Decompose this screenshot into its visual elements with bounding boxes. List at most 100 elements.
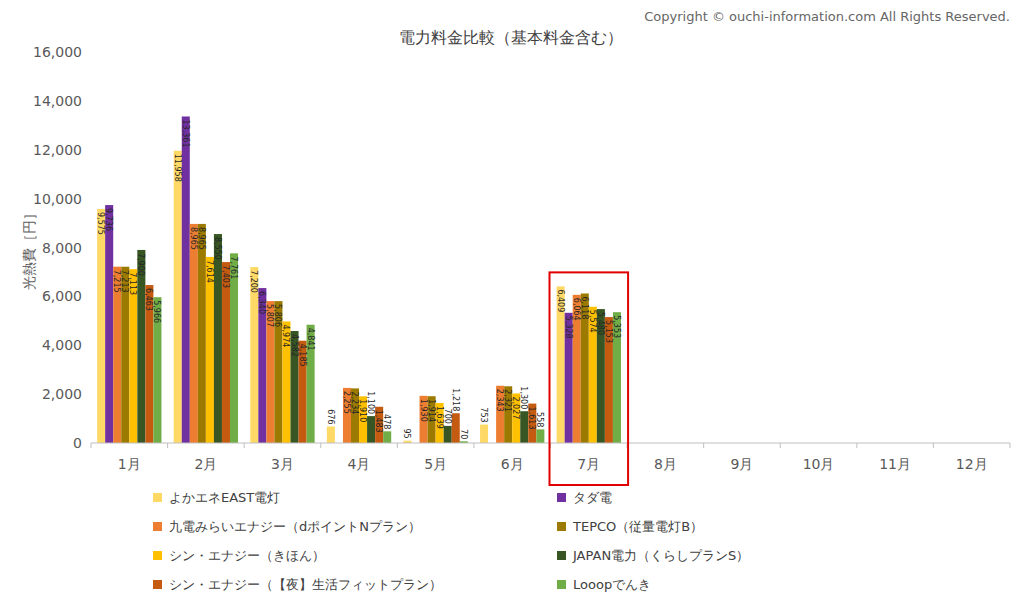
legend-swatch: [153, 580, 162, 589]
data-label: 1,613: [527, 407, 536, 430]
data-label: 9,575: [96, 212, 105, 235]
data-label: 1,100: [366, 391, 375, 414]
bar: [266, 301, 274, 443]
bar: [137, 250, 145, 443]
bar: [290, 331, 298, 443]
legend-label: TEPCO（従量電灯B）: [572, 519, 703, 534]
bar: [480, 425, 488, 443]
data-label: 5,966: [152, 300, 161, 323]
x-tick: [1010, 443, 1011, 448]
data-label: 1,914: [427, 399, 436, 422]
data-labels: 9,57511,9587,200676957536,4099,73613,361…: [96, 119, 621, 439]
bar: [367, 416, 375, 443]
bar: [198, 224, 206, 443]
legend-label: Looopでんき: [573, 577, 651, 592]
legend-label: JAPAN電力（くらしプランS）: [572, 548, 749, 563]
data-label: 4,185: [298, 344, 307, 367]
bar: [605, 317, 613, 443]
x-tick: [933, 443, 934, 448]
bar: [129, 269, 137, 443]
bar: [496, 386, 504, 443]
bar: [444, 426, 452, 443]
data-label: 6,064: [572, 298, 581, 321]
bar: [258, 288, 266, 443]
data-label: 6,118: [580, 296, 589, 319]
data-label: 5,353: [612, 315, 621, 338]
x-tick-label: 1月: [118, 456, 141, 472]
bar: [222, 262, 230, 443]
data-label: 5,806: [273, 304, 282, 327]
x-tick-label: 8月: [654, 456, 677, 472]
data-label: 2,234: [350, 391, 359, 414]
title: 電力料金比較（基本料金含む）: [399, 28, 623, 47]
data-label: 4,974: [281, 324, 290, 347]
data-label: 2,321: [503, 389, 512, 412]
x-tick-label: 2月: [194, 456, 217, 472]
legend-swatch: [557, 551, 566, 560]
bar: [190, 224, 198, 443]
data-label: 13,361: [181, 119, 190, 147]
data-label: 6,409: [556, 289, 565, 312]
bar: [573, 295, 581, 443]
bar: [105, 205, 113, 443]
bar: [557, 286, 565, 443]
legend-label: シン・エナジー（【夜】生活フィットプラン）: [169, 577, 442, 592]
bar: [581, 293, 589, 443]
x-tick: [856, 443, 857, 448]
legend-label: シン・エナジー（きほん）: [169, 548, 325, 563]
bar: [589, 307, 597, 443]
legend-label: タダ電: [573, 490, 612, 505]
x-tick-label: 12月: [956, 456, 988, 472]
x-tick-label: 5月: [424, 456, 447, 472]
bar: [299, 341, 307, 443]
bar: [153, 297, 161, 443]
data-label: 4,841: [306, 328, 315, 351]
data-label: 9,736: [104, 208, 113, 231]
bar: [436, 403, 444, 443]
bar: [282, 321, 290, 443]
bar: [597, 309, 605, 443]
data-label: 1,483: [374, 410, 383, 433]
x-tick: [397, 443, 398, 448]
bar: [351, 388, 359, 443]
legend-swatch: [557, 522, 566, 531]
data-label: 7,403: [221, 265, 230, 288]
data-label: 6,463: [144, 288, 153, 311]
bar: [512, 393, 520, 443]
data-label: 753: [479, 407, 488, 422]
bar: [97, 209, 105, 443]
x-tick-label: 11月: [879, 456, 911, 472]
bar: [174, 151, 182, 443]
data-label: 5,153: [604, 320, 613, 343]
bar: [428, 396, 436, 443]
y-axis-label: 光熱費［円］: [21, 206, 37, 290]
y-tick-label: 10,000: [33, 191, 82, 207]
y-tick-label: 0: [73, 435, 82, 451]
bar: [504, 386, 512, 443]
data-label: 1,639: [435, 406, 444, 429]
data-label: 1,300: [519, 386, 528, 409]
data-label: 7,215: [112, 270, 121, 293]
x-tick: [167, 443, 168, 448]
legend-swatch: [153, 522, 162, 531]
data-label: 700: [443, 409, 452, 424]
x-tick-label: 10月: [803, 456, 835, 472]
data-label: 5,807: [265, 304, 274, 327]
legend-label: 九電みらいエナジー（dポイントNプラン）: [169, 519, 421, 534]
y-tick-label: 6,000: [42, 288, 82, 304]
legend-label: よかエネEAST電灯: [169, 490, 280, 505]
x-tick-label: 4月: [348, 456, 371, 472]
y-tick-label: 8,000: [42, 240, 82, 256]
x-tick-label: 6月: [501, 456, 524, 472]
legend-swatch: [153, 551, 162, 560]
y-tick-label: 2,000: [42, 386, 82, 402]
x-tick: [780, 443, 781, 448]
x-tick: [473, 443, 474, 448]
data-label: 8,965: [189, 227, 198, 250]
y-tick-label: 4,000: [42, 337, 82, 353]
legend-swatch: [557, 493, 566, 502]
bar: [307, 325, 315, 443]
data-label: 7,200: [249, 270, 258, 293]
x-tick: [91, 443, 92, 448]
bar: [383, 431, 391, 443]
